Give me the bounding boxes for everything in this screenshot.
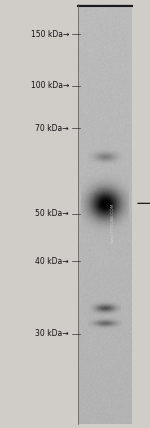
Text: www.PTGLAB.COM: www.PTGLAB.COM: [111, 202, 114, 243]
Text: 50 kDa→: 50 kDa→: [35, 209, 69, 219]
Text: 40 kDa→: 40 kDa→: [35, 256, 69, 266]
Text: 30 kDa→: 30 kDa→: [35, 329, 69, 339]
Text: 70 kDa→: 70 kDa→: [35, 124, 69, 133]
Text: 150 kDa→: 150 kDa→: [31, 30, 69, 39]
Text: 100 kDa→: 100 kDa→: [31, 81, 69, 90]
